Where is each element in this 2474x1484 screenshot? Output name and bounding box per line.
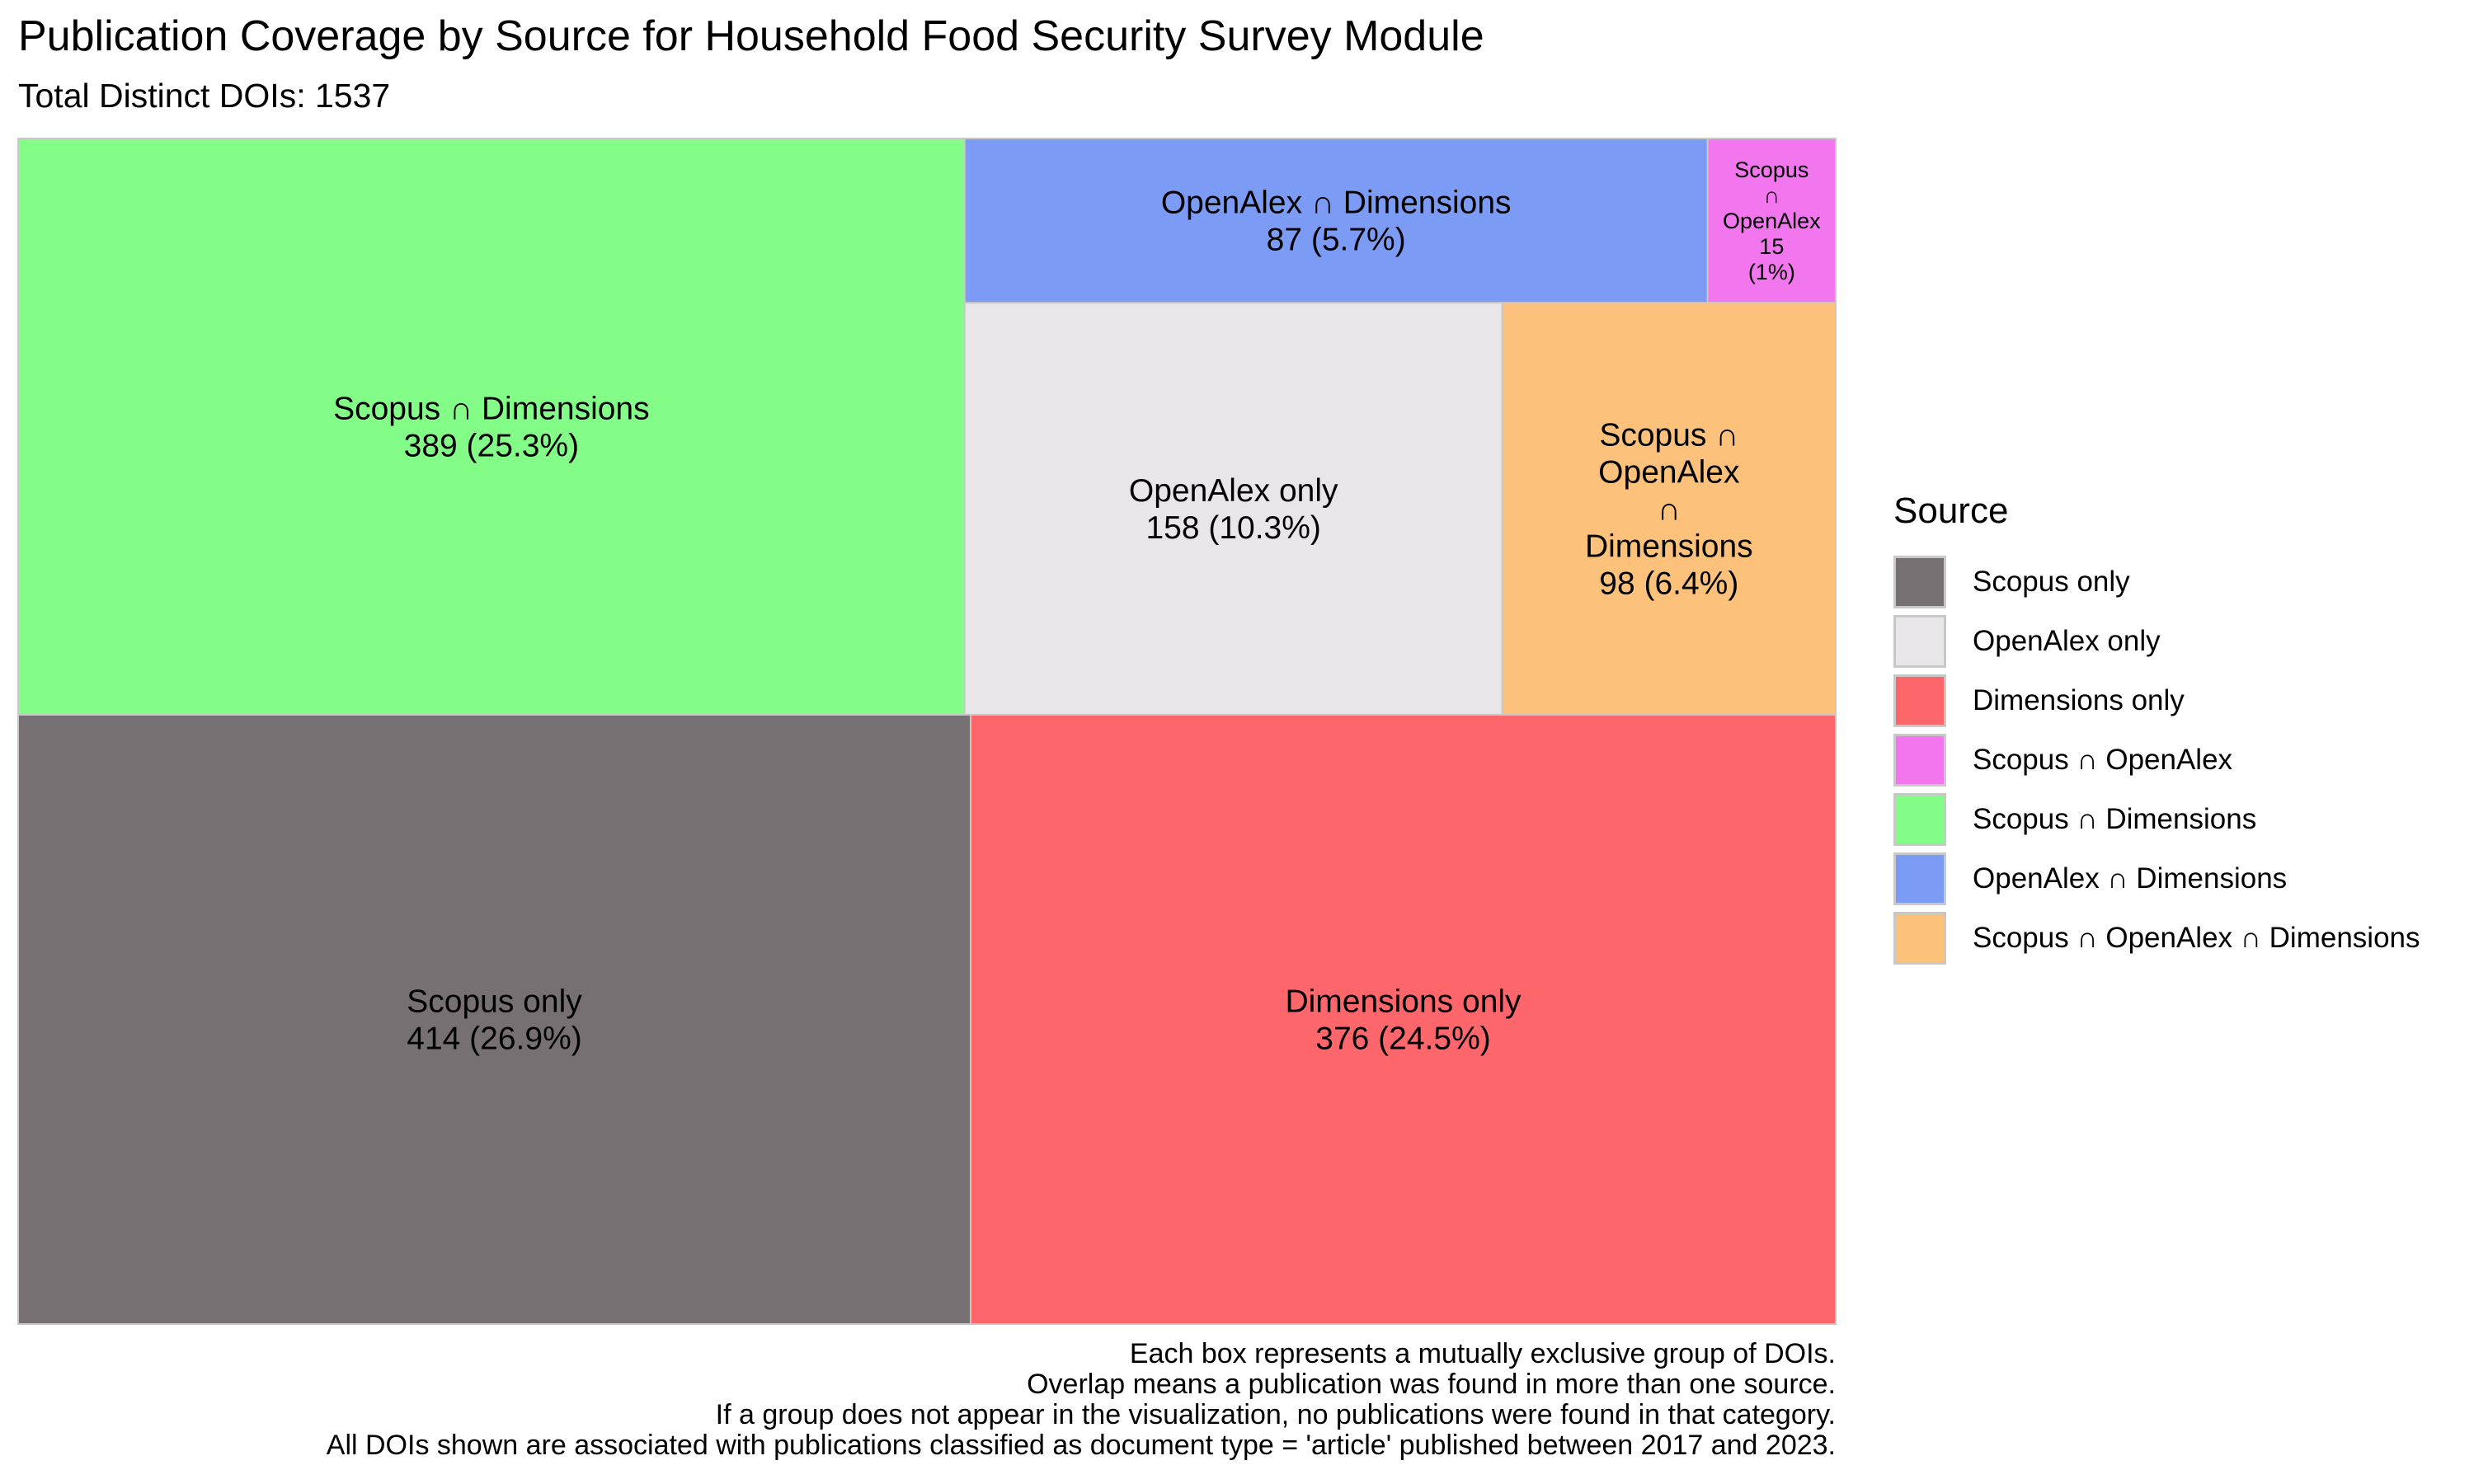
legend-swatch bbox=[1893, 793, 1946, 846]
tile-rect-openalex-only bbox=[963, 302, 1503, 716]
tile-rect-dimensions-only bbox=[970, 713, 1837, 1325]
tile-label-line: Scopus bbox=[1734, 157, 1808, 182]
legend: Source Scopus only OpenAlex only Dimension… bbox=[1893, 488, 2471, 968]
legend-item-openalex-only: OpenAlex only bbox=[1893, 612, 2471, 671]
tile-label-line: OpenAlex bbox=[1598, 455, 1740, 491]
legend-item-scopus-and-openalex-and-dimensions: Scopus ∩ OpenAlex ∩ Dimensions bbox=[1893, 909, 2471, 968]
legend-label: Dimensions only bbox=[1973, 684, 2185, 716]
caption-line: If a group does not appear in the visual… bbox=[715, 1399, 1836, 1430]
tile-label-line: Scopus ∩ Dimensions bbox=[333, 392, 650, 427]
legend-item-scopus-and-dimensions: Scopus ∩ Dimensions bbox=[1893, 790, 2471, 849]
caption-line: Each box represents a mutually exclusive… bbox=[1129, 1338, 1836, 1369]
tile-label-openalex-only: OpenAlex only 158 (10.3%) bbox=[1129, 473, 1338, 546]
tile-label-line: Scopus ∩ bbox=[1599, 418, 1738, 453]
tile-scopus-and-openalex-and-dimensions: Scopus ∩ OpenAlex ∩ Dimensions 98 (6.4%) bbox=[1501, 302, 1837, 716]
chart-title: Publication Coverage by Source for House… bbox=[18, 12, 1484, 60]
tile-label-line: ∩ bbox=[1764, 183, 1780, 208]
tile-openalex-and-dimensions: OpenAlex ∩ Dimensions 87 (5.7%) bbox=[963, 138, 1709, 304]
tile-label-scopus-and-openalex-and-dimensions: Scopus ∩ OpenAlex ∩ Dimensions 98 (6.4%) bbox=[1585, 418, 1753, 602]
tile-label-line: (1%) bbox=[1748, 260, 1795, 284]
caption-line: All DOIs shown are associated with publi… bbox=[326, 1430, 1836, 1461]
tile-label-scopus-and-openalex: Scopus ∩ OpenAlex 15 (1%) bbox=[1723, 157, 1821, 284]
tile-label-line: 98 (6.4%) bbox=[1599, 566, 1738, 602]
legend-label: OpenAlex only bbox=[1973, 625, 2161, 657]
tile-label-line: Scopus only bbox=[407, 984, 582, 1020]
legend-swatch bbox=[1893, 674, 1946, 727]
tile-label-scopus-only: Scopus only 414 (26.9%) bbox=[407, 984, 582, 1057]
tile-label-line: Dimensions only bbox=[1285, 984, 1522, 1020]
tile-scopus-and-openalex: Scopus ∩ OpenAlex 15 (1%) bbox=[1706, 138, 1837, 304]
treemap: Scopus only 414 (26.9%) Dimensions only 376… bbox=[17, 138, 1837, 1325]
tile-label-line: 376 (24.5%) bbox=[1315, 1021, 1490, 1057]
legend-swatch bbox=[1893, 556, 1946, 608]
tile-label-line: 158 (10.3%) bbox=[1145, 510, 1320, 546]
legend-swatch bbox=[1893, 912, 1946, 965]
tile-openalex-only: OpenAlex only 158 (10.3%) bbox=[963, 302, 1503, 716]
legend-swatch bbox=[1893, 734, 1946, 787]
tile-rect-scopus-and-dimensions bbox=[17, 138, 966, 716]
tile-label-line: OpenAlex bbox=[1723, 209, 1821, 233]
tile-dimensions-only: Dimensions only 376 (24.5%) bbox=[970, 713, 1837, 1325]
caption-line: Overlap means a publication was found in… bbox=[1027, 1369, 1836, 1400]
legend-title: Source bbox=[1893, 491, 2009, 531]
tile-label-scopus-and-dimensions: Scopus ∩ Dimensions 389 (25.3%) bbox=[333, 392, 650, 464]
tile-label-dimensions-only: Dimensions only 376 (24.5%) bbox=[1285, 984, 1522, 1057]
tile-label-line: 87 (5.7%) bbox=[1267, 223, 1406, 258]
tile-label-line: Dimensions bbox=[1585, 529, 1753, 565]
tile-rect-scopus-and-openalex bbox=[1706, 138, 1837, 304]
tile-scopus-only: Scopus only 414 (26.9%) bbox=[17, 713, 972, 1325]
tile-scopus-and-dimensions: Scopus ∩ Dimensions 389 (25.3%) bbox=[17, 138, 966, 716]
legend-label: Scopus only bbox=[1973, 566, 2130, 598]
legend-swatch bbox=[1893, 852, 1946, 905]
legend-label: Scopus ∩ OpenAlex ∩ Dimensions bbox=[1973, 922, 2420, 954]
tile-rect-openalex-and-dimensions bbox=[963, 138, 1709, 304]
tile-label-line: 414 (26.9%) bbox=[407, 1021, 581, 1057]
tile-label-openalex-and-dimensions: OpenAlex ∩ Dimensions 87 (5.7%) bbox=[1161, 186, 1512, 258]
tile-label-line: OpenAlex only bbox=[1129, 473, 1338, 509]
legend-swatch bbox=[1893, 615, 1946, 668]
legend-item-scopus-and-openalex: Scopus ∩ OpenAlex bbox=[1893, 730, 2471, 790]
tile-label-line: ∩ bbox=[1658, 492, 1681, 528]
legend-item-scopus-only: Scopus only bbox=[1893, 552, 2471, 612]
chart-subtitle: Total Distinct DOIs: 1537 bbox=[18, 77, 391, 115]
legend-item-dimensions-only: Dimensions only bbox=[1893, 671, 2471, 730]
tile-rect-scopus-only bbox=[17, 713, 972, 1325]
tile-label-line: 15 bbox=[1759, 234, 1784, 259]
tile-label-line: OpenAlex ∩ Dimensions bbox=[1161, 186, 1512, 221]
tile-rect-scopus-and-openalex-and-dimensions bbox=[1501, 302, 1837, 716]
legend-label: OpenAlex ∩ Dimensions bbox=[1973, 862, 2288, 895]
legend-label: Scopus ∩ OpenAlex bbox=[1973, 744, 2233, 776]
legend-items: Scopus only OpenAlex only Dimensions only S… bbox=[1893, 552, 2471, 968]
legend-label: Scopus ∩ Dimensions bbox=[1973, 803, 2257, 835]
tile-label-line: 389 (25.3%) bbox=[404, 429, 579, 464]
legend-item-openalex-and-dimensions: OpenAlex ∩ Dimensions bbox=[1893, 849, 2471, 909]
caption: Each box represents a mutually exclusive… bbox=[327, 1339, 1836, 1461]
